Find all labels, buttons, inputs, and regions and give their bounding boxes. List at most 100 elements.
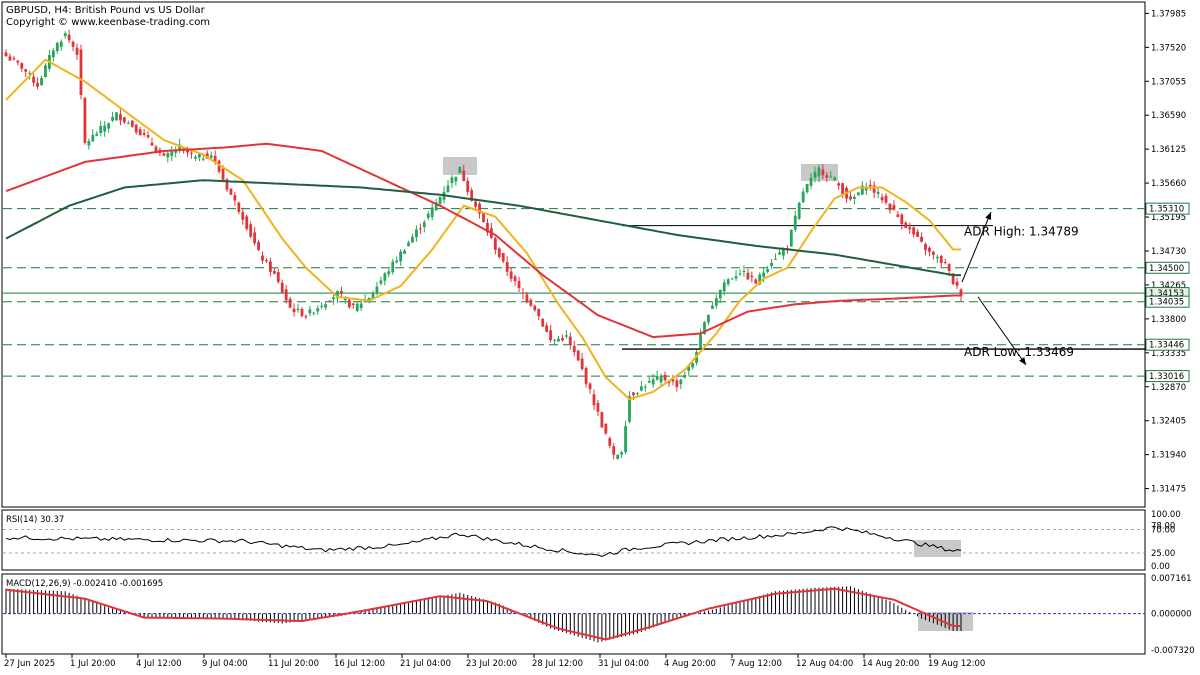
candle bbox=[55, 41, 59, 54]
svg-text:1.34153: 1.34153 bbox=[1149, 289, 1184, 299]
candle bbox=[825, 171, 829, 183]
candle bbox=[588, 382, 592, 394]
candle bbox=[276, 268, 280, 284]
rsi-tick-label: 0.00 bbox=[1151, 562, 1170, 572]
candle bbox=[63, 31, 67, 39]
candle bbox=[876, 187, 880, 199]
candle bbox=[415, 225, 418, 242]
candle bbox=[805, 183, 809, 194]
time-tick-label: 7 Aug 12:00 bbox=[730, 659, 782, 669]
candle bbox=[931, 251, 935, 260]
candle bbox=[292, 303, 296, 317]
candle bbox=[32, 73, 36, 87]
candle bbox=[95, 131, 99, 137]
svg-text:1.33446: 1.33446 bbox=[1149, 341, 1184, 351]
candle bbox=[821, 164, 825, 180]
candle bbox=[553, 338, 556, 346]
candle bbox=[237, 201, 241, 215]
candle bbox=[754, 278, 758, 284]
price-panel: ADR High: 1.34789 ADR Low: 1.33469 bbox=[3, 29, 1145, 460]
candle bbox=[489, 222, 493, 240]
candle bbox=[596, 399, 600, 416]
candle bbox=[778, 248, 781, 255]
candle bbox=[130, 119, 134, 128]
candle bbox=[12, 55, 16, 61]
candle bbox=[517, 276, 521, 293]
candle bbox=[134, 124, 138, 135]
candle bbox=[624, 420, 627, 455]
candle bbox=[8, 53, 12, 61]
candle bbox=[513, 274, 517, 286]
candle bbox=[809, 173, 813, 190]
candle bbox=[79, 44, 83, 100]
candle bbox=[797, 201, 801, 221]
candle bbox=[486, 218, 489, 236]
candle bbox=[580, 352, 584, 371]
candle bbox=[44, 63, 47, 78]
candle bbox=[655, 370, 659, 381]
candle bbox=[304, 314, 308, 319]
candle bbox=[142, 128, 146, 137]
macd-panel: MACD(12,26,9) -0.002410 -0.001695 0.00716… bbox=[3, 574, 1195, 656]
candle bbox=[730, 277, 734, 280]
candle bbox=[454, 176, 458, 186]
level-price-label: 1.33446 bbox=[1145, 338, 1190, 351]
candle bbox=[738, 269, 742, 276]
candle bbox=[446, 179, 450, 194]
candle bbox=[537, 308, 541, 321]
candle bbox=[722, 279, 726, 296]
macd-tick-label: -0.007320 bbox=[1151, 646, 1195, 656]
price-tick-label: 1.37520 bbox=[1151, 43, 1186, 53]
candle bbox=[584, 366, 588, 388]
candle bbox=[707, 314, 710, 326]
candle bbox=[628, 391, 631, 424]
price-tick-label: 1.35195 bbox=[1151, 213, 1186, 223]
candle bbox=[241, 207, 245, 225]
candle bbox=[355, 302, 359, 312]
candle bbox=[868, 179, 872, 191]
candle bbox=[742, 265, 746, 277]
candle bbox=[280, 279, 284, 294]
candle bbox=[734, 270, 738, 281]
time-tick-label: 21 Jul 04:00 bbox=[400, 659, 451, 669]
candle bbox=[801, 188, 805, 204]
candle bbox=[928, 246, 931, 257]
time-tick-label: 9 Jul 04:00 bbox=[202, 659, 248, 669]
candle bbox=[351, 302, 355, 309]
price-tick-label: 1.32405 bbox=[1151, 417, 1186, 427]
candle bbox=[269, 257, 272, 277]
candle bbox=[51, 48, 55, 62]
candle bbox=[935, 254, 939, 263]
candle bbox=[718, 289, 722, 303]
time-tick-label: 16 Jul 12:00 bbox=[334, 659, 385, 669]
price-tick-label: 1.34265 bbox=[1151, 281, 1186, 291]
candle bbox=[564, 330, 568, 339]
candle bbox=[568, 332, 572, 350]
rsi-tick-label: 70.00 bbox=[1151, 526, 1175, 536]
candle bbox=[150, 137, 154, 147]
candle bbox=[691, 361, 695, 370]
candle bbox=[612, 443, 616, 460]
candle bbox=[225, 177, 229, 193]
candle bbox=[245, 214, 249, 231]
candle bbox=[312, 311, 316, 316]
candle bbox=[462, 164, 466, 182]
candle bbox=[482, 213, 485, 223]
candle bbox=[643, 384, 647, 392]
candle bbox=[770, 258, 773, 270]
candle bbox=[201, 155, 205, 162]
candle bbox=[332, 293, 335, 305]
adr-low-arrow bbox=[977, 296, 1027, 366]
candle bbox=[501, 252, 505, 264]
candle bbox=[521, 288, 525, 300]
candle bbox=[426, 211, 430, 221]
price-tick-label: 1.37985 bbox=[1151, 9, 1186, 19]
candle bbox=[604, 423, 608, 435]
candle bbox=[119, 109, 122, 126]
axis-labels: 1.37985 1.37520 1.37055 1.36590 1.36125 1.356… bbox=[1145, 9, 1190, 495]
candle bbox=[714, 294, 718, 309]
svg-text:1.33016: 1.33016 bbox=[1149, 372, 1184, 382]
candle bbox=[257, 239, 260, 251]
candle bbox=[497, 246, 501, 259]
